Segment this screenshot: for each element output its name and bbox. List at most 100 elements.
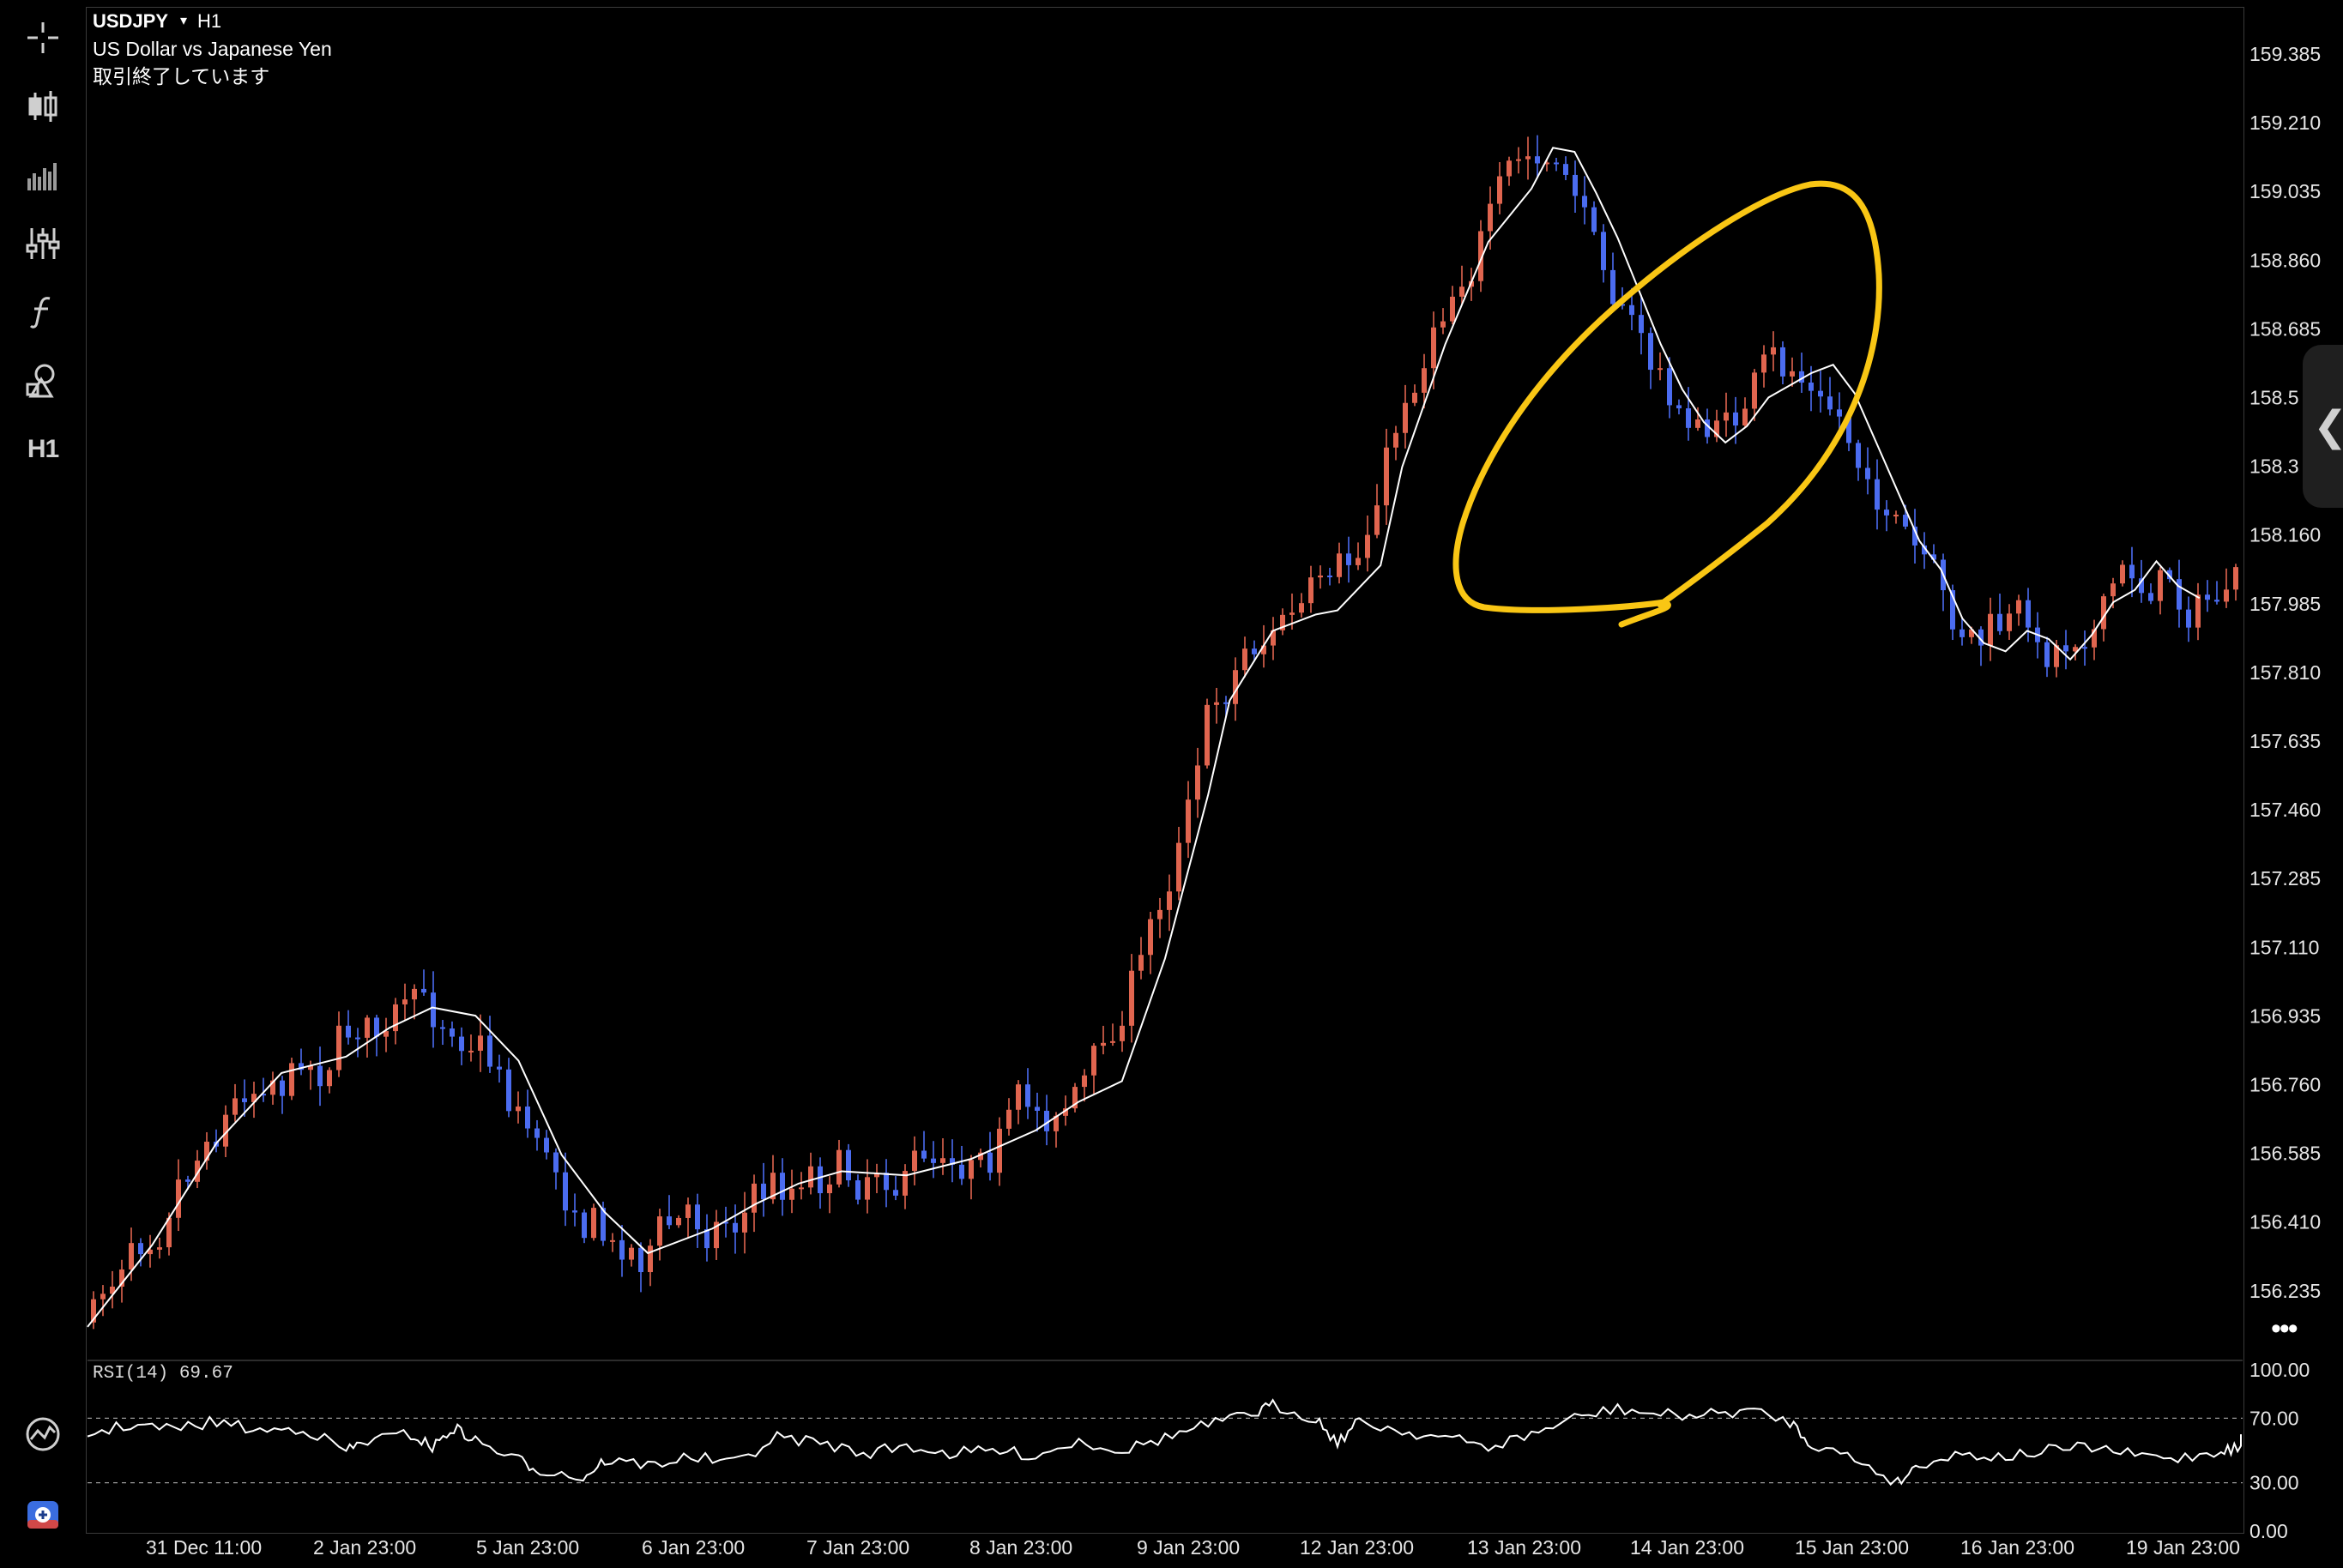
more-options-button[interactable]: ••• [2271,1312,2298,1345]
function-icon[interactable] [17,286,69,338]
candle-body [1346,553,1351,565]
axes: 159.385 159.210 159.035 158.860 158.685 158.5… [88,43,2321,1559]
candle [2092,619,2097,660]
candle [450,1021,455,1047]
candle-body [950,1158,955,1165]
candle [242,1079,247,1117]
candle [1308,565,1313,613]
candlestick-series [91,135,2238,1330]
side-panel-handle[interactable]: ❮ [2303,345,2343,508]
candle-body [478,1035,483,1051]
shapes-icon[interactable] [17,355,69,407]
candle [2158,567,2163,615]
candle [402,983,408,1021]
candle [2026,588,2031,642]
candle [232,1083,238,1122]
candle-body [544,1137,549,1153]
candle [1554,158,1559,172]
candle-body [912,1150,917,1172]
candle-body [903,1171,908,1196]
time-axis-label: 13 Jan 23:00 [1467,1536,1581,1559]
candle-body [1610,269,1615,305]
candle [563,1152,568,1227]
candle-body [940,1158,945,1163]
rsi-axis-label: 30.00 [2249,1472,2299,1494]
candle-body [1233,670,1238,704]
candle-body [1790,371,1795,377]
candle-body [1912,526,1917,546]
candle-body [2205,594,2210,600]
candle-body [2016,600,2021,614]
candle-body [1884,510,1889,516]
candle-body [2026,600,2031,628]
candlestick-icon[interactable] [17,81,69,132]
candle [1195,747,1200,818]
candle-body [1223,702,1229,704]
candle-body [601,1208,606,1241]
candle-body [874,1173,879,1178]
candle-body [534,1128,540,1138]
candle [1252,640,1257,662]
indicator-chart-icon[interactable] [17,1408,69,1460]
candle [912,1136,917,1185]
candle [1422,353,1427,409]
candle-body [1978,629,1984,646]
candle-body [733,1222,738,1233]
candle-body [1072,1087,1078,1109]
candle [1941,553,1946,612]
candle-body [1865,467,1870,479]
candle [1242,636,1247,678]
timeframe-button[interactable]: H1 [27,435,59,463]
candle [1082,1069,1087,1102]
candle-body [591,1208,596,1239]
candle [1912,509,1917,564]
add-chart-icon[interactable] [17,1489,69,1541]
candle [1374,484,1380,539]
chart-frame[interactable] [86,7,2244,1534]
candle [1582,176,1587,225]
candle [346,1010,351,1045]
candle-body [761,1183,766,1200]
candle-body [1639,315,1644,334]
candle [1412,384,1417,407]
candle-body [2177,579,2182,610]
candle-body [1629,305,1634,316]
candle-body [308,1065,313,1070]
timeframe-dropdown-arrow[interactable]: ▾ [180,14,188,28]
candle [1742,397,1748,429]
drawing-toolbar: H1 [0,0,86,1568]
timeframe-label[interactable]: H1 [197,10,222,32]
candle [468,1034,474,1062]
price-axis-label: 158.860 [2249,249,2321,271]
sliders-icon[interactable] [17,218,69,269]
candle-body [2233,567,2238,590]
candle-body [1733,412,1738,426]
time-axis-label: 16 Jan 23:00 [1960,1536,2074,1559]
candle [761,1162,766,1217]
candle-body [176,1179,181,1218]
candle [2044,636,2050,678]
candle [846,1143,851,1187]
volume-bars-icon[interactable] [17,149,69,201]
candle-body [1252,648,1257,654]
candle [421,969,426,996]
candle-body [1742,408,1748,426]
rsi-line [87,1398,2242,1487]
candle [280,1076,285,1114]
candle [987,1131,993,1181]
crosshair-icon[interactable] [17,12,69,63]
candle-body [1818,390,1823,397]
candle [657,1209,662,1261]
candle-body [1686,408,1691,428]
candle [1648,327,1653,389]
candle [1035,1092,1040,1132]
candle-body [789,1188,794,1200]
symbol-name[interactable]: USDJPY [93,10,169,32]
candle [506,1058,511,1118]
candle-body [1752,372,1757,409]
candle [780,1158,785,1216]
candle-body [648,1245,653,1273]
candle-body [1931,554,1936,560]
candle-body [714,1221,719,1249]
